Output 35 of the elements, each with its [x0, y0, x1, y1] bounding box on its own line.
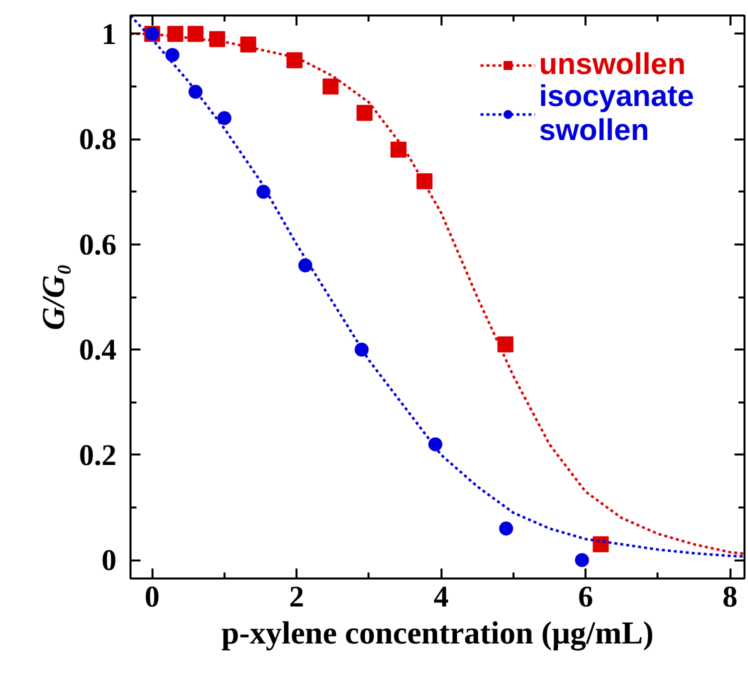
- x-axis-title: p-xylene concentration (μg/mL): [221, 614, 654, 652]
- point: [165, 48, 180, 62]
- point: [256, 184, 270, 199]
- y-tick-label: 0.2: [79, 438, 116, 472]
- x-tick-label: 6: [578, 580, 594, 614]
- y-axis-title: G/G₀: [35, 264, 71, 330]
- point: [286, 52, 302, 68]
- x-tick-label: 0: [144, 580, 160, 614]
- point: [298, 258, 312, 272]
- legend-label: unswollen: [539, 48, 686, 82]
- legend-label: isocyanate swollen: [539, 80, 694, 148]
- point: [592, 536, 609, 552]
- x-tick-label: 4: [434, 580, 449, 614]
- x-tick-label: 2: [289, 580, 304, 614]
- point: [574, 553, 589, 568]
- x-tick-label: 8: [722, 580, 738, 614]
- point: [354, 342, 369, 357]
- point: [188, 84, 203, 99]
- y-tick-label: 0.6: [79, 228, 116, 262]
- point: [240, 36, 256, 52]
- point: [209, 31, 226, 48]
- point: [416, 173, 432, 190]
- point: [497, 336, 514, 352]
- point: [167, 26, 184, 42]
- point: [428, 437, 442, 452]
- point: [390, 142, 406, 158]
- point: [356, 104, 373, 121]
- y-tick-label: 1: [102, 18, 116, 51]
- point: [217, 111, 232, 126]
- y-tick-label: 0.4: [79, 334, 116, 367]
- y-tick-label: 0.8: [79, 123, 116, 156]
- y-tick-label: 0: [102, 544, 116, 578]
- point: [499, 522, 514, 536]
- point: [188, 26, 204, 42]
- point: [322, 78, 339, 95]
